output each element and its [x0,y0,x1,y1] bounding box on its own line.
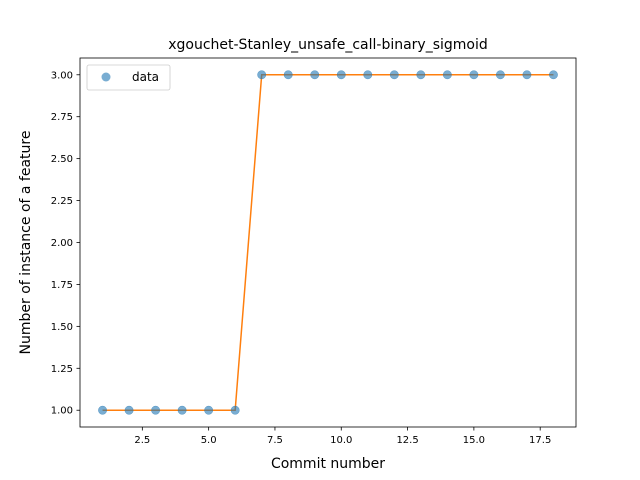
y-tick-label: 1.00 [51,406,73,417]
y-tick-label: 2.75 [51,112,73,123]
y-tick-label: 3.00 [51,70,73,81]
y-tick-label: 2.25 [51,196,73,207]
data-point [177,405,187,415]
data-point [283,70,293,80]
data-point [336,70,346,80]
x-tick-label: 12.5 [396,435,418,446]
x-tick-label: 5.0 [201,435,217,446]
data-point [257,70,267,80]
x-tick-label: 2.5 [134,435,150,446]
y-axis-label: Number of instance of a feature [18,131,34,355]
x-tick-label: 15.0 [463,435,485,446]
legend-marker [101,72,111,82]
plot-frame [79,57,577,428]
series-points-group [98,70,558,415]
x-tick-label: 17.5 [529,435,551,446]
data-point [495,70,505,80]
y-tick-label: 1.75 [51,280,73,291]
x-tick-label: 7.5 [267,435,283,446]
x-axis-label: Commit number [271,456,385,472]
legend-label: data [132,70,159,84]
data-point [124,405,134,415]
x-tick-label: 10.0 [330,435,352,446]
data-point [522,70,532,80]
data-point [389,70,399,80]
data-point [230,405,240,415]
data-point [469,70,479,80]
data-point [442,70,452,80]
x-axis-ticks: 2.5 5.0 7.5 10.0 12.5 15.0 17.5 [134,427,551,446]
data-point [549,70,558,80]
y-tick-label: 1.25 [51,364,73,375]
data-point [151,405,161,415]
chart-title: xgouchet-Stanley_unsafe_call-binary_sigm… [168,37,488,53]
y-tick-label: 2.00 [51,238,73,249]
data-point [310,70,320,80]
legend: data [86,64,171,91]
data-point [416,70,426,80]
data-point [363,70,373,80]
data-point [204,405,214,415]
legend-box [86,64,171,91]
y-axis-ticks: 1.00 1.25 1.50 1.75 2.00 2.25 2.50 2.75 3.00 [51,70,80,417]
plot-area [80,58,576,427]
y-tick-label: 2.50 [51,154,73,165]
y-tick-label: 1.50 [51,322,73,333]
data-point [98,405,107,415]
